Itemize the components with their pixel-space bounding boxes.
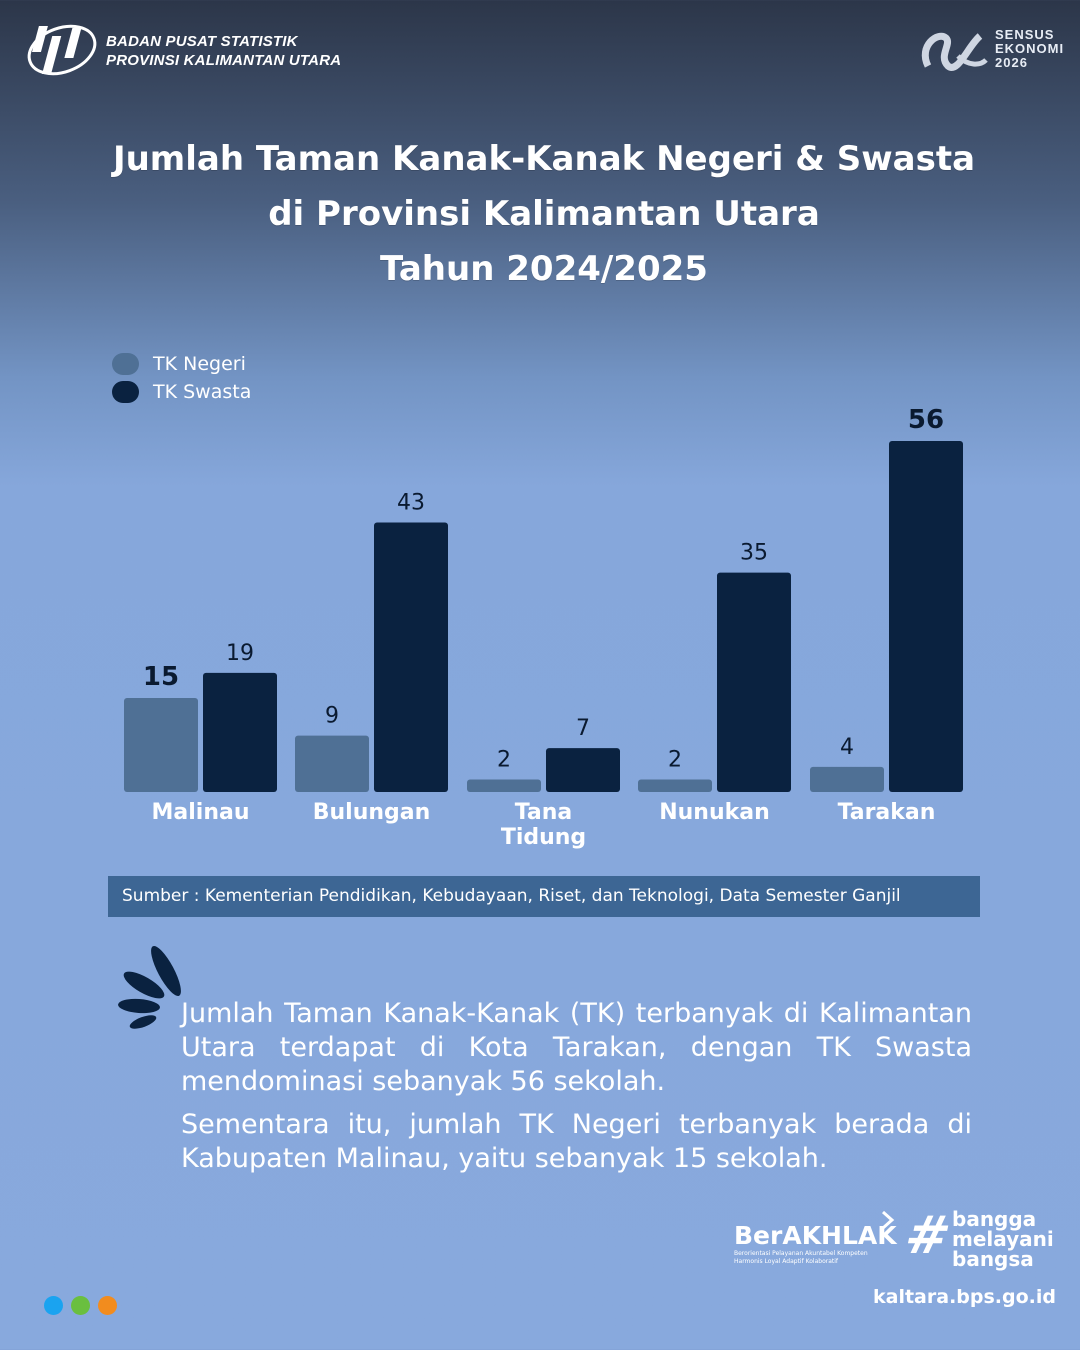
category-label-malinau: Malinau bbox=[116, 800, 286, 825]
org-line-2: PROVINSI KALIMANTAN UTARA bbox=[106, 52, 342, 69]
category-label-nunukan: Nunukan bbox=[630, 800, 800, 825]
category-label-line: Bulungan bbox=[312, 800, 431, 825]
org-line-1: BADAN PUSAT STATISTIK bbox=[106, 33, 298, 50]
legend: TK Negeri TK Swasta bbox=[112, 350, 251, 406]
data-label-swasta-nunukan: 35 bbox=[740, 541, 768, 566]
berakhlak-sub-2: Harmonis Loyal Adaptif Kolaboratif bbox=[734, 1258, 839, 1265]
website-link[interactable]: kaltara.bps.go.id bbox=[873, 1286, 1056, 1308]
hashtag-icon: # bbox=[899, 1206, 956, 1266]
bar-chart: 15 19 9 43 2 7 2 35 4 56 bbox=[124, 405, 963, 792]
source-note: Sumber : Kementerian Pendidikan, Kebuday… bbox=[108, 876, 980, 917]
data-label-swasta-tarakan: 56 bbox=[908, 405, 944, 435]
data-label-negeri-tana-tidung: 2 bbox=[497, 747, 511, 772]
sensus-line-3: 2026 bbox=[995, 55, 1028, 70]
dot-blue-icon bbox=[44, 1296, 63, 1315]
bar-swasta-nunukan bbox=[717, 572, 791, 792]
berakhlak-text: BerAKHLAK bbox=[734, 1221, 897, 1250]
bar-swasta-tana-tidung bbox=[546, 748, 620, 792]
data-label-negeri-tarakan: 4 bbox=[840, 735, 854, 760]
bar-negeri-malinau bbox=[124, 697, 198, 792]
legend-swatch-negeri bbox=[112, 353, 139, 375]
category-label-bulungan: Bulungan bbox=[287, 800, 457, 825]
decorative-dots bbox=[44, 1296, 125, 1319]
category-label-line: Tarakan bbox=[837, 800, 936, 825]
bar-negeri-tarakan bbox=[810, 766, 884, 792]
legend-item-negeri: TK Negeri bbox=[112, 350, 251, 378]
category-label-tana-tidung: Tana Tidung bbox=[459, 800, 629, 850]
description-paragraph-2: Sementara itu, jumlah TK Negeri terbanya… bbox=[181, 1109, 972, 1174]
sensus-line-1: SENSUS bbox=[995, 27, 1055, 42]
title-line-1: Jumlah Taman Kanak-Kanak Negeri & Swasta bbox=[112, 139, 976, 179]
bar-swasta-tarakan bbox=[889, 441, 963, 792]
category-label-line: Nunukan bbox=[659, 800, 770, 825]
org-name: BADAN PUSAT STATISTIK PROVINSI KALIMANTA… bbox=[106, 32, 341, 70]
tagline-line-2: melayani bbox=[952, 1227, 1054, 1251]
title-line-3: Tahun 2024/2025 bbox=[380, 249, 708, 289]
data-label-swasta-malinau: 19 bbox=[226, 641, 254, 666]
tagline-line-1: bangga bbox=[952, 1207, 1037, 1231]
tagline: bangga melayani bangsa bbox=[952, 1209, 1054, 1269]
bps-logo-icon bbox=[27, 24, 97, 76]
sensus-ekonomi-logo-icon bbox=[921, 32, 988, 71]
bar-negeri-nunukan bbox=[638, 779, 712, 792]
bar-negeri-bulungan bbox=[295, 735, 369, 792]
accent-rays-icon bbox=[118, 945, 181, 1029]
dot-orange-icon bbox=[98, 1296, 117, 1315]
description-paragraph-1: Jumlah Taman Kanak-Kanak (TK) terbanyak … bbox=[181, 998, 972, 1097]
legend-label-swasta: TK Swasta bbox=[153, 381, 252, 403]
title-line-2: di Provinsi Kalimantan Utara bbox=[268, 194, 820, 234]
bar-swasta-bulungan bbox=[374, 522, 448, 792]
legend-item-swasta: TK Swasta bbox=[112, 378, 251, 406]
category-label-tarakan: Tarakan bbox=[802, 800, 972, 825]
berakhlak-logo: BerAKHLAK Berorientasi Pelayanan Akuntab… bbox=[734, 1222, 897, 1266]
category-label-line: Tidung bbox=[500, 825, 587, 850]
legend-label-negeri: TK Negeri bbox=[153, 353, 246, 375]
data-label-negeri-nunukan: 2 bbox=[668, 747, 682, 772]
legend-swatch-swasta bbox=[112, 381, 139, 403]
chart-title: Jumlah Taman Kanak-Kanak Negeri & Swasta… bbox=[0, 132, 1080, 297]
bar-negeri-tana-tidung bbox=[467, 779, 541, 792]
data-label-negeri-malinau: 15 bbox=[143, 662, 179, 692]
data-label-swasta-tana-tidung: 7 bbox=[576, 716, 590, 741]
category-label-line: Tana bbox=[514, 800, 573, 825]
data-label-swasta-bulungan: 43 bbox=[397, 490, 425, 515]
category-label-line: Malinau bbox=[151, 800, 250, 825]
dot-green-icon bbox=[71, 1296, 90, 1315]
berakhlak-sub-1: Berorientasi Pelayanan Akuntabel Kompete… bbox=[734, 1250, 868, 1257]
sensus-ekonomi-text: SENSUS EKONOMI 2026 bbox=[995, 28, 1064, 70]
data-label-negeri-bulungan: 9 bbox=[325, 704, 339, 729]
chevron-right-icon bbox=[882, 1210, 895, 1230]
bar-swasta-malinau bbox=[203, 672, 277, 792]
tagline-line-3: bangsa bbox=[952, 1247, 1034, 1271]
sensus-line-2: EKONOMI bbox=[995, 41, 1065, 56]
